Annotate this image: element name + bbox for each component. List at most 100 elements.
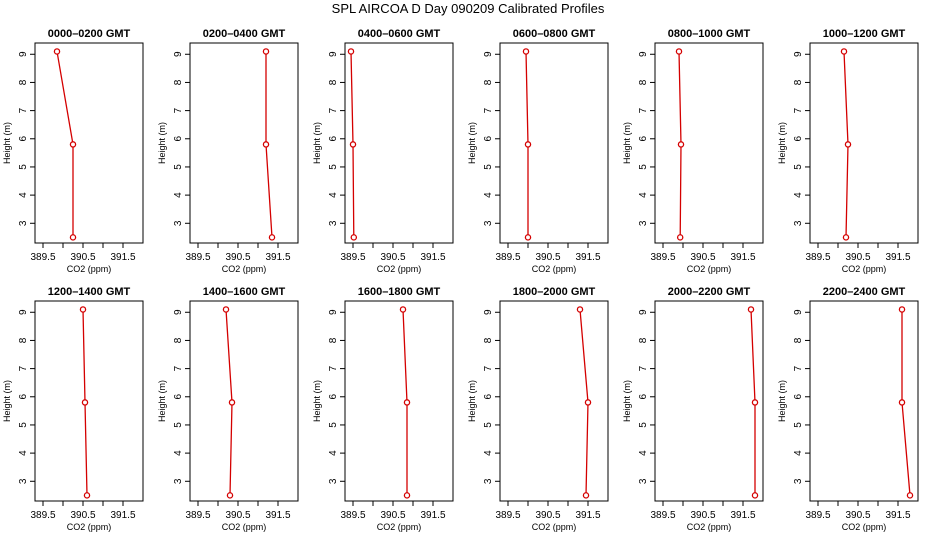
x-tick-label: 391.5 xyxy=(110,252,135,263)
panel-title: 0400–0600 GMT xyxy=(358,28,441,40)
panel-title: 0800–1000 GMT xyxy=(668,28,751,40)
panel-title: 0200–0400 GMT xyxy=(203,28,286,40)
data-point xyxy=(403,399,411,406)
y-tick-label: 3 xyxy=(793,478,804,484)
y-tick-label: 7 xyxy=(793,365,804,371)
y-tick-label: 8 xyxy=(18,79,29,85)
y-axis-label: Height (m) xyxy=(2,380,12,422)
data-point xyxy=(262,48,270,55)
y-tick-label: 8 xyxy=(638,337,649,343)
data-point xyxy=(751,399,759,406)
y-tick-label: 7 xyxy=(173,107,184,113)
y-tick-label: 8 xyxy=(638,79,649,85)
y-tick-label: 8 xyxy=(483,79,494,85)
data-point xyxy=(349,141,357,148)
y-tick-label: 9 xyxy=(793,51,804,57)
x-tick-label: 390.5 xyxy=(690,252,715,263)
plot-frame xyxy=(34,42,144,244)
y-axis-label: Height (m) xyxy=(622,122,632,164)
x-tick-label: 389.5 xyxy=(495,510,520,521)
y-tick-label: 6 xyxy=(793,394,804,400)
x-tick-label: 389.5 xyxy=(650,510,675,521)
y-tick-label: 5 xyxy=(638,422,649,428)
y-tick-label: 4 xyxy=(638,192,649,198)
plot-frame xyxy=(654,300,764,502)
y-tick-label: 7 xyxy=(638,365,649,371)
x-tick-label: 391.5 xyxy=(885,510,910,521)
x-tick-label: 391.5 xyxy=(265,510,290,521)
x-tick-label: 390.5 xyxy=(70,510,95,521)
x-tick-label: 391.5 xyxy=(420,252,445,263)
y-tick-label: 5 xyxy=(18,422,29,428)
data-point xyxy=(524,234,532,241)
panel-title: 0000–0200 GMT xyxy=(48,28,131,40)
y-tick-label: 4 xyxy=(18,192,29,198)
y-tick-label: 3 xyxy=(638,478,649,484)
y-tick-label: 8 xyxy=(173,337,184,343)
y-tick-label: 9 xyxy=(328,309,339,315)
y-tick-label: 6 xyxy=(328,136,339,142)
figure-title: SPL AIRCOA D Day 090209 Calibrated Profi… xyxy=(331,1,605,16)
data-point xyxy=(81,399,89,406)
x-axis-label: CO2 (ppm) xyxy=(532,264,577,274)
data-point xyxy=(898,399,906,406)
y-tick-label: 8 xyxy=(328,337,339,343)
data-point xyxy=(79,306,87,313)
y-tick-label: 9 xyxy=(638,309,649,315)
plot-frame xyxy=(809,42,919,244)
x-tick-label: 389.5 xyxy=(185,510,210,521)
y-tick-label: 4 xyxy=(328,192,339,198)
data-point xyxy=(226,492,234,499)
panel-title: 2200–2400 GMT xyxy=(823,286,906,298)
y-tick-label: 4 xyxy=(483,450,494,456)
x-tick-label: 391.5 xyxy=(420,510,445,521)
panel-title: 1800–2000 GMT xyxy=(513,286,596,298)
plot-frame xyxy=(34,300,144,502)
x-tick-label: 389.5 xyxy=(340,252,365,263)
y-tick-label: 3 xyxy=(328,220,339,226)
data-point xyxy=(584,399,592,406)
data-point xyxy=(399,306,407,313)
y-tick-label: 7 xyxy=(18,107,29,113)
data-point xyxy=(228,399,236,406)
y-axis-label: Height (m) xyxy=(157,380,167,422)
x-tick-label: 391.5 xyxy=(885,252,910,263)
x-tick-label: 391.5 xyxy=(730,252,755,263)
y-tick-label: 3 xyxy=(18,220,29,226)
y-tick-label: 4 xyxy=(18,450,29,456)
y-axis-label: Height (m) xyxy=(157,122,167,164)
y-tick-label: 6 xyxy=(173,394,184,400)
panel-title: 1600–1800 GMT xyxy=(358,286,441,298)
plot-frame xyxy=(189,300,299,502)
y-tick-label: 7 xyxy=(638,107,649,113)
x-tick-label: 390.5 xyxy=(225,252,250,263)
y-axis-label: Height (m) xyxy=(312,380,322,422)
y-tick-label: 3 xyxy=(173,220,184,226)
y-tick-label: 4 xyxy=(638,450,649,456)
x-tick-label: 389.5 xyxy=(340,510,365,521)
y-tick-label: 7 xyxy=(793,107,804,113)
y-tick-label: 9 xyxy=(638,51,649,57)
x-axis-label: CO2 (ppm) xyxy=(842,264,887,274)
y-tick-label: 6 xyxy=(18,394,29,400)
x-tick-label: 389.5 xyxy=(650,252,675,263)
y-tick-label: 9 xyxy=(173,309,184,315)
data-point xyxy=(350,234,358,241)
y-tick-label: 4 xyxy=(793,192,804,198)
y-tick-label: 4 xyxy=(173,450,184,456)
y-tick-label: 8 xyxy=(18,337,29,343)
data-point xyxy=(844,141,852,148)
x-axis-label: CO2 (ppm) xyxy=(842,522,887,532)
data-point xyxy=(906,492,914,499)
y-tick-label: 5 xyxy=(483,422,494,428)
y-tick-label: 3 xyxy=(18,478,29,484)
y-tick-label: 9 xyxy=(483,51,494,57)
data-point xyxy=(842,234,850,241)
y-axis-label: Height (m) xyxy=(777,122,787,164)
